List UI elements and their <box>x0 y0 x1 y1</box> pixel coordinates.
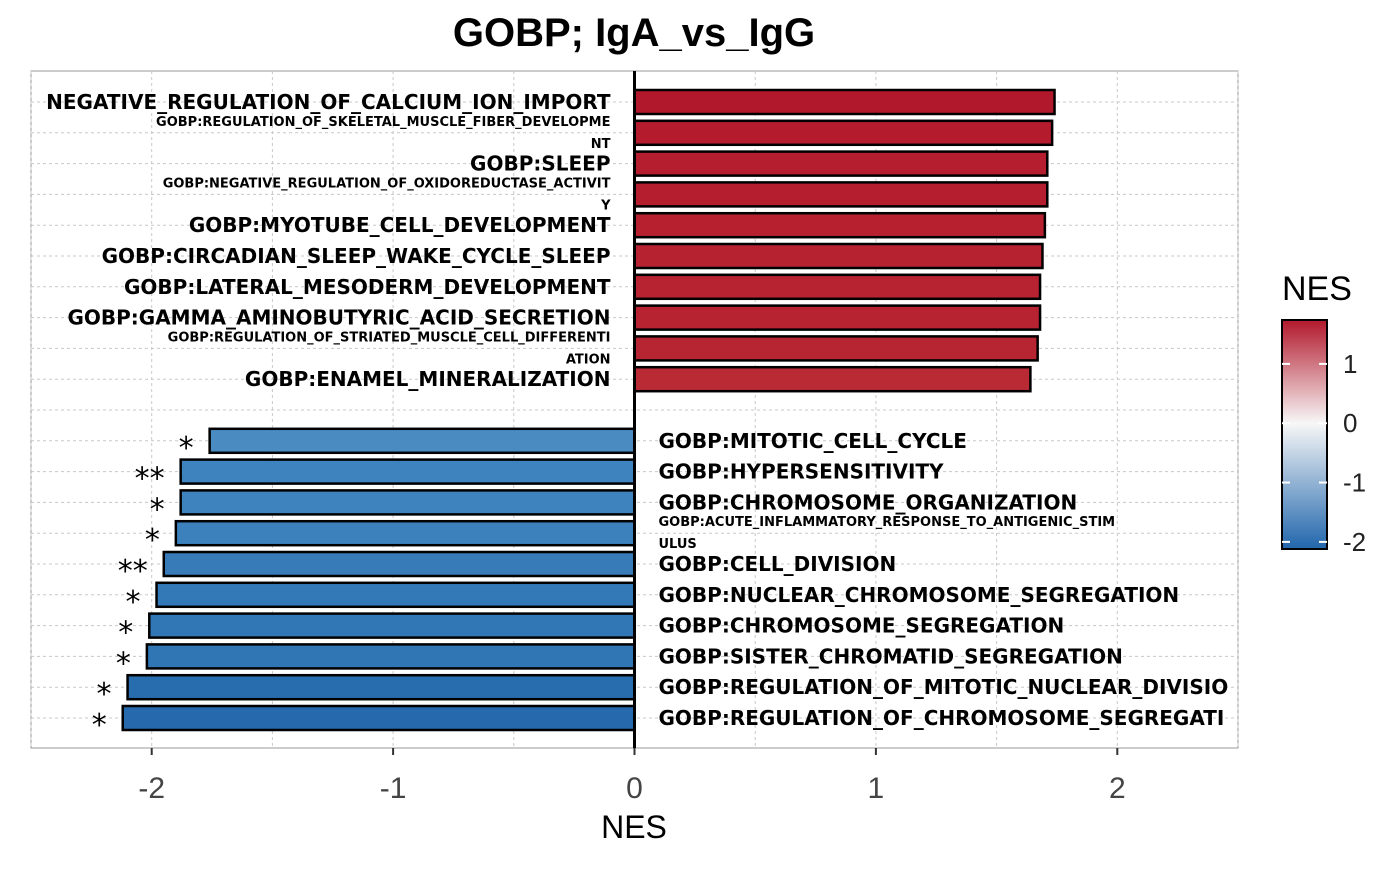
legend-tick-label: 0 <box>1343 408 1357 438</box>
bar <box>633 304 1042 331</box>
bar <box>121 704 636 732</box>
significance-mark: * <box>118 616 133 651</box>
term-label: GOBP:SLEEP <box>470 152 610 176</box>
term-label: NEGATIVE_REGULATION_OF_CALCIUM_ION_IMPOR… <box>46 90 611 114</box>
bar <box>148 612 636 639</box>
significance-mark: * <box>145 523 160 558</box>
significance-mark: ** <box>135 462 165 497</box>
legend-tick-label: -2 <box>1343 527 1366 557</box>
bar <box>155 581 636 609</box>
bar <box>633 335 1039 362</box>
bar <box>633 119 1054 147</box>
significance-mark: * <box>92 708 107 743</box>
term-label: GOBP:REGULATION_OF_CHROMOSOME_SEGREGATI <box>659 706 1225 730</box>
x-tick-label: 2 <box>1109 772 1126 805</box>
significance-mark: * <box>179 431 194 466</box>
bar <box>633 242 1044 270</box>
significance-mark: * <box>116 646 131 681</box>
legend-ticks: 1 0 -1 -2 <box>1282 349 1366 557</box>
bars-layer <box>121 88 1056 732</box>
term-label-wrapped: GOBP:REGULATION_OF_STRIATED_MUSCLE_CELL_… <box>168 330 611 367</box>
significance-mark: ** <box>118 554 148 589</box>
legend-tick-label: -1 <box>1343 468 1366 498</box>
term-label: GOBP:CHROMOSOME_ORGANIZATION <box>659 490 1078 514</box>
x-tick-label: -1 <box>380 772 407 805</box>
x-axis-ticks: -2 -1 0 1 2 <box>138 748 1126 805</box>
significance-mark: * <box>150 492 165 527</box>
term-label: GOBP:CELL_DIVISION <box>659 552 897 576</box>
x-axis-title: NES <box>601 809 667 845</box>
x-tick-label: -2 <box>138 772 165 805</box>
legend-tick-label: 1 <box>1343 349 1357 379</box>
labels-layer: NEGATIVE_REGULATION_OF_CALCIUM_ION_IMPOR… <box>46 90 1228 730</box>
bar <box>208 427 636 455</box>
term-label: GOBP:HYPERSENSITIVITY <box>659 460 945 484</box>
bar <box>633 150 1049 177</box>
term-label: GOBP:GAMMA_AMINOBUTYRIC_ACID_SECRETION <box>67 306 610 330</box>
legend-colorbar <box>1281 319 1328 550</box>
term-label: GOBP:LATERAL_MESODERM_DEVELOPMENT <box>124 275 611 299</box>
term-label-wrapped: GOBP:ACUTE_INFLAMMATORY_RESPONSE_TO_ANTI… <box>659 515 1116 552</box>
bar <box>145 643 636 670</box>
x-tick-label: 0 <box>626 772 643 805</box>
bar <box>179 489 636 516</box>
bar <box>633 181 1049 208</box>
term-label-wrapped: GOBP:NEGATIVE_REGULATION_OF_OXIDOREDUCTA… <box>163 176 611 213</box>
stars-layer: ************ <box>92 431 194 743</box>
bar <box>179 458 636 485</box>
term-label: GOBP:NUCLEAR_CHROMOSOME_SEGREGATION <box>659 583 1180 607</box>
bar <box>633 273 1042 301</box>
term-label: GOBP:MYOTUBE_CELL_DEVELOPMENT <box>189 213 611 237</box>
bar <box>633 365 1032 393</box>
significance-mark: * <box>97 677 112 712</box>
term-label: GOBP:REGULATION_OF_MITOTIC_NUCLEAR_DIVIS… <box>659 675 1229 699</box>
significance-mark: * <box>126 585 141 620</box>
chart-title: GOBP; IgA_vs_IgG <box>453 11 815 55</box>
bar <box>633 211 1047 239</box>
bar <box>633 88 1056 116</box>
term-label-wrapped: GOBP:REGULATION_OF_SKELETAL_MUSCLE_FIBER… <box>156 115 611 152</box>
bar <box>162 550 636 578</box>
term-label: GOBP:MITOTIC_CELL_CYCLE <box>659 429 967 453</box>
term-label: GOBP:CHROMOSOME_SEGREGATION <box>659 614 1065 638</box>
term-label: GOBP:ENAMEL_MINERALIZATION <box>245 367 611 391</box>
x-tick-label: 1 <box>868 772 885 805</box>
bar <box>126 673 636 701</box>
term-label: GOBP:CIRCADIAN_SLEEP_WAKE_CYCLE_SLEEP <box>102 244 611 268</box>
term-label: GOBP:SISTER_CHROMATID_SEGREGATION <box>659 644 1123 668</box>
bar <box>174 519 636 547</box>
legend-title: NES <box>1282 270 1352 308</box>
